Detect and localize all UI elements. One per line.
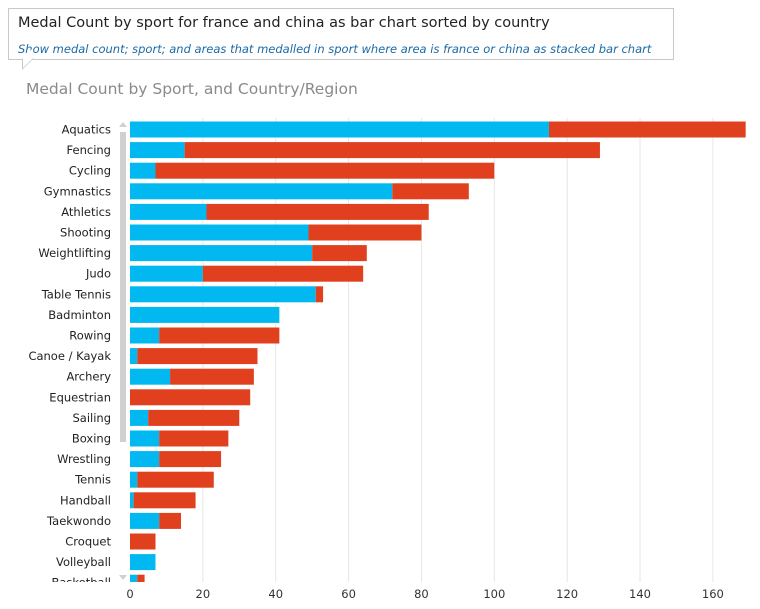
bar-segment[interactable] xyxy=(130,327,160,344)
bar-segment[interactable] xyxy=(137,348,258,365)
bar-segment[interactable] xyxy=(130,492,134,509)
category-label: Volleyball xyxy=(56,555,111,569)
qa-query-box[interactable]: Medal Count by sport for france and chin… xyxy=(8,8,674,60)
bar-segment[interactable] xyxy=(130,574,138,591)
bar-segment[interactable] xyxy=(308,224,422,241)
x-tick-label: 140 xyxy=(629,587,651,601)
bar-segment[interactable] xyxy=(130,203,207,220)
scrollbar-thumb[interactable] xyxy=(120,132,126,442)
x-tick-label: 40 xyxy=(268,587,283,601)
bar-layer xyxy=(130,121,746,591)
bar-segment[interactable] xyxy=(130,554,156,571)
bar-segment[interactable] xyxy=(130,224,309,241)
chart-title: Medal Count by Sport, and Country/Region xyxy=(26,80,358,98)
bar-segment[interactable] xyxy=(130,121,549,138)
category-label: Boxing xyxy=(72,432,111,446)
bar-segment[interactable] xyxy=(130,245,313,262)
bar-segment[interactable] xyxy=(137,471,214,488)
bar-segment[interactable] xyxy=(130,533,156,550)
category-label: Equestrian xyxy=(49,390,111,404)
x-tick-label: 120 xyxy=(556,587,578,601)
bar-segment[interactable] xyxy=(130,142,185,159)
x-tick-label: 20 xyxy=(196,587,211,601)
bar-segment[interactable] xyxy=(130,348,138,365)
bar-segment[interactable] xyxy=(392,183,469,200)
bar-segment[interactable] xyxy=(155,162,495,179)
bar-segment[interactable] xyxy=(184,142,600,159)
bar-segment[interactable] xyxy=(159,327,280,344)
category-label: Table Tennis xyxy=(41,287,111,301)
x-tick-label: 80 xyxy=(414,587,429,601)
category-label: Handball xyxy=(60,493,111,507)
bar-segment[interactable] xyxy=(130,265,203,282)
category-label: Aquatics xyxy=(62,123,111,137)
x-axis-ticks: 0 20 40 60 80 100 120 140 160 xyxy=(126,587,724,601)
bar-segment[interactable] xyxy=(159,430,229,447)
bar-segment[interactable] xyxy=(206,203,429,220)
bar-segment[interactable] xyxy=(130,162,156,179)
bar-segment[interactable] xyxy=(133,492,196,509)
bar-segment[interactable] xyxy=(312,245,367,262)
category-label: Archery xyxy=(66,370,111,384)
bar-segment[interactable] xyxy=(548,121,746,138)
category-label: Judo xyxy=(85,267,111,281)
bar-segment[interactable] xyxy=(130,306,280,323)
category-label: Rowing xyxy=(69,329,111,343)
qa-restatement-text: Show medal count; sport; and areas that … xyxy=(18,42,652,56)
bar-segment[interactable] xyxy=(130,183,393,200)
bar-segment[interactable] xyxy=(148,409,240,426)
category-label: Weightlifting xyxy=(38,246,111,260)
x-tick-label: 100 xyxy=(483,587,505,601)
qa-query-text[interactable]: Medal Count by sport for france and chin… xyxy=(18,15,550,31)
bar-segment[interactable] xyxy=(315,286,324,303)
bar-segment[interactable] xyxy=(130,471,138,488)
bar-segment[interactable] xyxy=(130,512,160,529)
bar-segment[interactable] xyxy=(202,265,364,282)
scroll-down-icon[interactable] xyxy=(119,575,127,580)
category-label: Croquet xyxy=(65,535,111,549)
vertical-scrollbar[interactable] xyxy=(119,122,127,580)
x-tick-label: 160 xyxy=(702,587,724,601)
bar-segment[interactable] xyxy=(130,389,251,406)
category-label: Gymnastics xyxy=(44,184,111,198)
category-label: Shooting xyxy=(60,226,111,240)
category-labels: Aquatics Fencing Cycling Gymnastics Athletic… xyxy=(28,123,112,590)
x-tick-label: 60 xyxy=(341,587,356,601)
bar-segment[interactable] xyxy=(130,368,171,385)
scroll-up-icon[interactable] xyxy=(119,122,127,127)
category-label: Athletics xyxy=(61,205,111,219)
category-label: Tennis xyxy=(74,473,111,487)
x-tick-label: 0 xyxy=(126,587,133,601)
bar-segment[interactable] xyxy=(130,430,160,447)
category-label: Fencing xyxy=(67,143,111,157)
bar-segment[interactable] xyxy=(130,286,316,303)
bar-segment[interactable] xyxy=(130,409,149,426)
category-label: Badminton xyxy=(48,308,111,322)
bar-segment[interactable] xyxy=(130,451,160,468)
bar-segment[interactable] xyxy=(159,451,222,468)
category-label: Taekwondo xyxy=(46,514,111,528)
category-label: Basketball xyxy=(52,576,112,590)
bar-segment[interactable] xyxy=(159,512,182,529)
bar-segment[interactable] xyxy=(170,368,254,385)
category-label: Wrestling xyxy=(57,452,111,466)
bar-segment[interactable] xyxy=(137,574,145,591)
category-label: Sailing xyxy=(72,411,111,425)
category-label: Canoe / Kayak xyxy=(28,349,111,363)
category-label: Cycling xyxy=(69,164,111,178)
